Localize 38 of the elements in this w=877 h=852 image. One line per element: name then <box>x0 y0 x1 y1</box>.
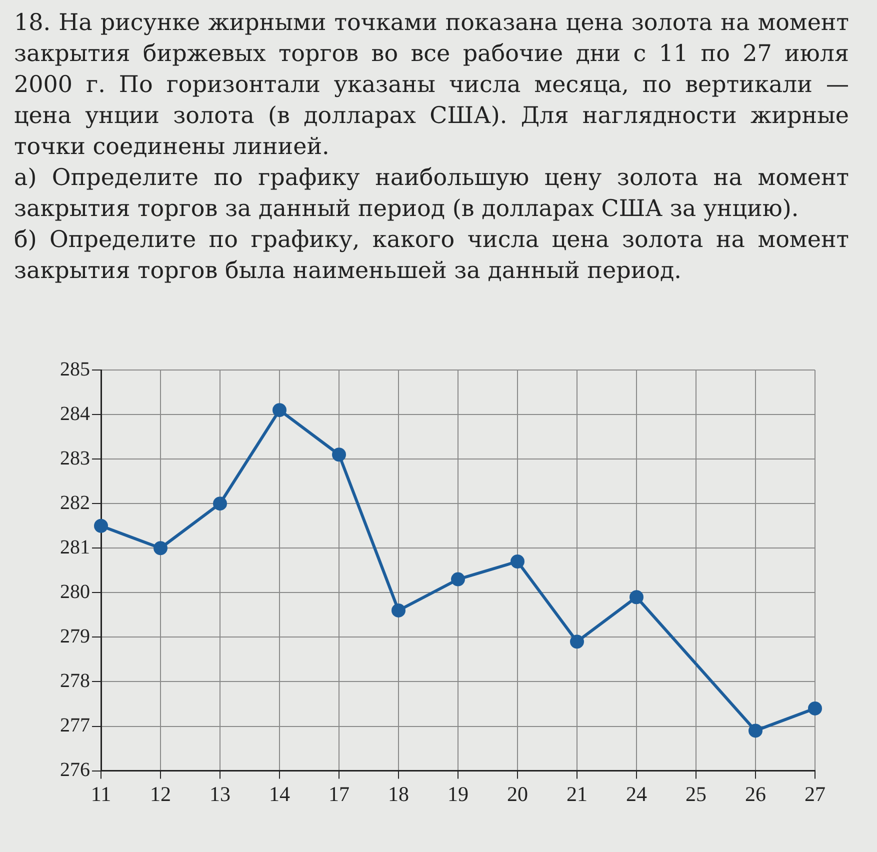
point <box>272 403 286 418</box>
point <box>332 448 346 462</box>
chart-title: 18. На рисунке жирными точками показана цена золота на момент закрытия биржевых торгов во все рабочие дни с 11 по 27 июля 2000 г. По горизонтали указаны числа месяца, по вертикали — цена унции золота (в долларах США). Для наглядности жирные точки соединены линией. <box>14 9 849 162</box>
y-tick-label: 279 <box>60 625 90 648</box>
x-tick-label: 18 <box>388 782 409 806</box>
point <box>213 496 227 511</box>
y-tick-label: 283 <box>60 447 90 470</box>
point <box>570 634 584 649</box>
y-tick-label: 282 <box>60 492 90 514</box>
y-tick-label: 276 <box>60 759 90 782</box>
y-tick-label: 280 <box>60 580 90 603</box>
x-tick-label: 19 <box>448 782 468 806</box>
x-tick-label: 27 <box>804 782 826 806</box>
point <box>154 541 168 556</box>
x-tick-label: 26 <box>745 782 766 806</box>
x-tick-label: 21 <box>566 782 588 806</box>
y-tick-label: 278 <box>60 670 90 692</box>
point <box>451 572 465 586</box>
x-tick-label: 25 <box>686 782 706 806</box>
y-tick-label: 281 <box>60 536 90 558</box>
x-tick-label: 13 <box>210 782 230 806</box>
y-tick-label: 285 <box>60 358 90 380</box>
x-tick-label: 12 <box>150 782 171 806</box>
text: б) Определите по графику, какого числа цена золота на момент закрытия торгов была наименьшей за данный период. <box>14 226 849 286</box>
x-tick-label: 20 <box>507 782 528 806</box>
x-tick-label: 11 <box>90 782 112 806</box>
point <box>748 724 762 738</box>
point <box>94 518 108 533</box>
point <box>392 603 406 618</box>
x-tick-label: 14 <box>269 782 290 806</box>
point <box>510 554 524 568</box>
x-tick-label: 24 <box>626 782 648 806</box>
text: а) Определите по графику наибольшую цену золота на момент закрытия торгов за данный период (в долларах США за унцию). <box>14 164 849 224</box>
y-tick-label: 277 <box>60 714 90 737</box>
point <box>808 701 822 716</box>
y-tick-label: 284 <box>60 402 90 425</box>
x-tick-label: 17 <box>328 782 350 806</box>
point <box>630 590 644 604</box>
